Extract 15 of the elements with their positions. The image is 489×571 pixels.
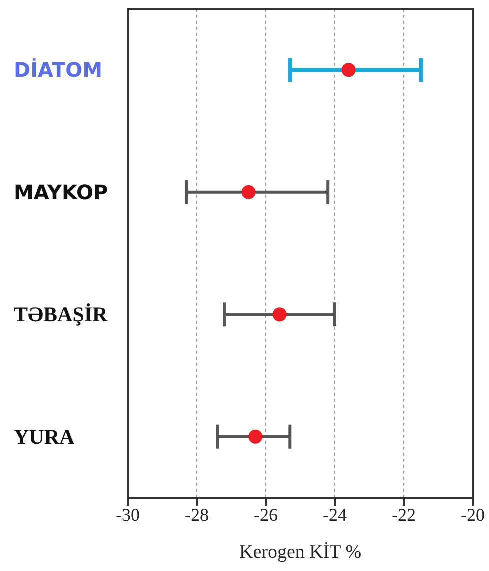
point [342, 63, 356, 78]
y-tick-label: DİATOM [14, 58, 103, 82]
x-tick-label: -22 [392, 504, 416, 525]
point [242, 185, 256, 200]
y-tick-label: YURA [14, 424, 76, 449]
x-axis-title: Kerogen KİT % [239, 542, 362, 563]
x-tick-label: -20 [461, 504, 485, 525]
y-tick-label: MAYKOP [14, 180, 108, 204]
point [248, 430, 263, 444]
y-tick-label: TƏBAŞİR [14, 302, 109, 327]
x-tick-label: -30 [116, 504, 140, 525]
x-tick-label: -24 [323, 504, 347, 525]
x-tick-label: -28 [185, 504, 209, 525]
point [272, 308, 287, 322]
x-tick-label: -26 [254, 504, 278, 525]
